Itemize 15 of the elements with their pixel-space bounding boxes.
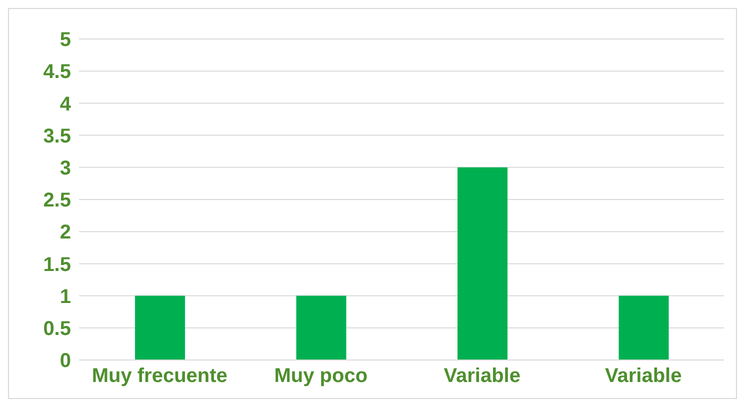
x-tick-label: Variable <box>605 365 682 388</box>
y-tick-label: 2.5 <box>43 190 71 212</box>
x-tick-label: Muy frecuente <box>92 365 228 388</box>
y-tick-label: 4 <box>60 93 72 116</box>
y-tick-label: 1.5 <box>43 254 71 276</box>
y-tick-label: 2 <box>60 222 71 244</box>
y-tick-label: 4.5 <box>43 61 71 84</box>
y-tick-label: 0.5 <box>43 318 71 340</box>
x-tick-label: Variable <box>444 365 520 388</box>
y-tick-label: 5 <box>60 29 71 52</box>
y-tick-label: 3.5 <box>43 125 71 148</box>
y-tick-label: 1 <box>60 286 71 308</box>
y-tick-label: 3 <box>60 158 71 180</box>
y-tick-label: 0 <box>60 350 71 372</box>
x-tick-label: Muy poco <box>274 365 368 388</box>
